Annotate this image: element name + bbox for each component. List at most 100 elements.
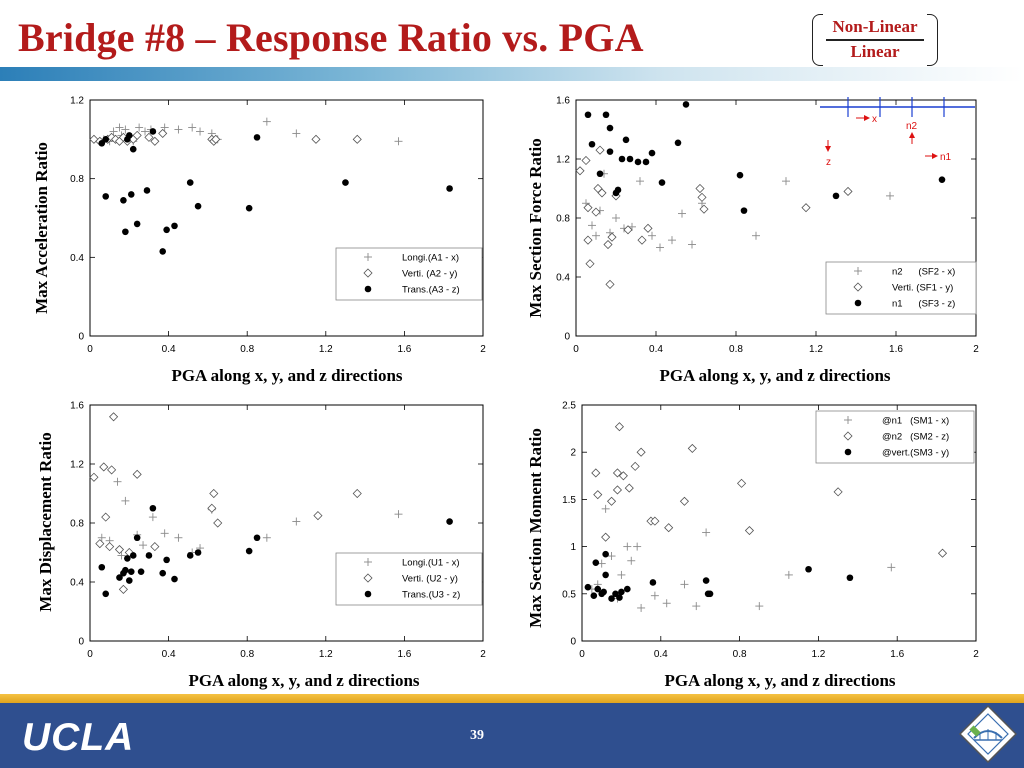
data-point [614,422,624,432]
legend-label: @n2 (SM2 - z) [882,432,949,443]
y-tick-label: 0 [78,637,84,648]
data-point [163,226,170,234]
x-axis-label: PGA along x, y, and z directions [188,671,420,690]
data-point [636,447,646,457]
data-point [109,127,118,136]
data-point [668,236,676,245]
data-point [784,570,793,579]
data-point [245,204,253,212]
x-tick-label: 0 [87,649,93,660]
y-axis-label: Max Displacement Ratio [36,432,55,612]
data-point [133,534,141,542]
data-point [313,511,323,521]
y-tick-label: 0 [570,637,576,648]
data-point [590,592,598,599]
x-tick-label: 1.6 [890,649,904,660]
data-point [95,539,105,549]
legend-marker [363,268,373,278]
data-point [101,512,111,522]
x-tick-label: 0.8 [729,344,743,355]
data-point [594,585,602,593]
data-point [188,123,197,132]
data-point [618,471,628,481]
legend-label: Longi.(A1 - x) [402,253,459,264]
data-point [89,472,99,482]
x-axis-label: PGA along x, y, and z directions [171,366,403,385]
data-point [117,551,126,560]
displacement-ratio-chart: 0 0.4 0.8 1.2 1.6 2 0 0.4 0.8 1.2 1.6 Longi.(U1 - x… [30,395,500,693]
data-point [292,129,301,138]
data-point [607,552,616,561]
data-point [637,235,647,245]
data-point [650,591,659,600]
data-point [114,544,125,555]
data-point [805,565,812,573]
x-tick-label: 1.6 [397,649,411,660]
legend-marker [364,558,372,566]
data-point [186,179,194,186]
data-point [843,186,853,197]
data-point [186,552,194,559]
data-point [262,117,271,126]
data-point [617,570,626,579]
y-tick-label: 1.2 [70,460,84,471]
y-tick-label: 1.6 [70,401,84,412]
plot-frame [581,404,977,642]
data-point [937,548,948,558]
data-point [102,136,110,143]
data-point [606,124,614,132]
data-point [692,602,701,611]
data-point [636,177,644,186]
x-tick-label: 1.2 [811,649,825,660]
data-point [688,240,696,249]
slide-title: Bridge #8 – Response Ratio vs. PGA [18,15,644,60]
data-point [588,140,596,148]
x-tick-label: 0.4 [654,649,668,660]
data-point [124,555,131,562]
data-point [211,134,221,144]
data-point [262,533,271,542]
x-tick-label: 0 [87,344,93,355]
data-point [606,496,617,506]
data-point [601,504,610,513]
data-point [253,534,261,542]
y-axis-label: Max Acceleration Ratio [32,142,51,314]
data-point [575,166,585,176]
data-point [583,235,593,245]
x-tick-label: 1.2 [319,649,333,660]
data-point [630,461,640,471]
data-point [938,176,946,183]
data-point [623,225,633,235]
data-point [782,177,790,186]
y-tick-label: 0.4 [556,273,570,284]
data-point [107,465,117,475]
data-point [602,550,609,558]
inset-n1-label: n1 [940,152,952,163]
legend-marker [844,416,852,424]
plot-frame [89,404,484,642]
data-point [194,202,202,210]
x-tick-label: 1.2 [319,344,333,355]
data-point [679,496,690,506]
section-force-ratio-plot: 0 0.4 0.8 1.2 1.6 2 0 0.4 0.8 1.2 1.6 n2 (SF2 - x) V… [556,96,979,356]
data-point [600,588,607,596]
x-tick-label: 0.4 [162,344,176,355]
data-point [626,155,634,163]
x-tick-label: 1.2 [809,344,823,355]
data-point [116,574,123,581]
data-point [648,149,656,157]
data-point [627,556,636,565]
ratio-legend: Non-Linear Linear [812,14,938,66]
y-tick-label: 0.8 [556,214,570,225]
section-moment-ratio-plot: 0 0.4 0.8 1.2 1.6 2 0 0.5 1 1.5 2 2.5 @n1 (SM1 - x) @… [562,401,979,661]
y-tick-label: 1.2 [70,96,84,107]
legend-marker [364,253,372,261]
data-point [139,541,148,550]
data-point [446,518,453,525]
data-point [682,101,690,108]
plot-frame [89,99,484,337]
data-point [105,542,115,552]
data-point [145,552,153,559]
data-point [591,207,601,217]
data-point [352,134,362,144]
